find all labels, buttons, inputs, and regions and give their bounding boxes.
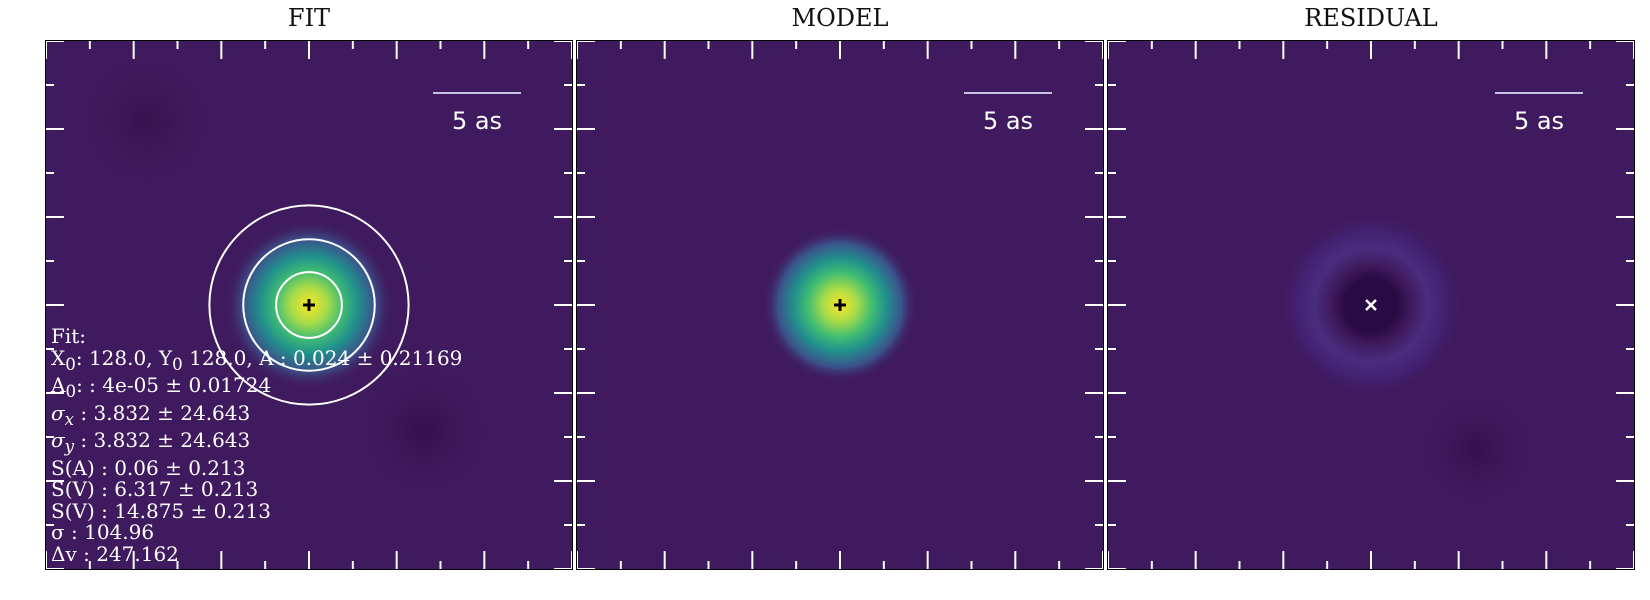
fit-sv1-line: S(V) : 6.317 ± 0.213 <box>51 477 259 501</box>
fit-scale-bar <box>433 92 521 94</box>
residual-center-marker <box>1365 299 1377 311</box>
fit-header: Fit: <box>51 324 87 348</box>
model-panel-title: MODEL <box>791 4 889 32</box>
contour-outer <box>208 204 410 406</box>
fit-sa-line: S(A) : 0.06 ± 0.213 <box>51 455 246 480</box>
fit-panel: 5 as Fit: X0: 128.0, Y0 128.0, A : 0.024… <box>45 40 573 570</box>
fit-a0-line: A0: : 4e-05 ± 0.01724 <box>51 373 272 401</box>
fit-scale-label: 5 as <box>451 107 503 135</box>
fit-info: Fit: X0: 128.0, Y0 128.0, A : 0.024 ± 0.… <box>51 324 463 566</box>
fit-sv2-line: S(V) : 14.875 ± 0.213 <box>51 498 271 523</box>
contour-inner <box>275 271 343 339</box>
model-scale-label: 5 as <box>982 107 1034 135</box>
model-image <box>577 41 1103 569</box>
residual-scale-label: 5 as <box>1513 107 1565 135</box>
residual-panel-title: RESIDUAL <box>1304 4 1438 32</box>
fit-sigma-y-line: σy : 3.832 ± 24.643 <box>51 428 251 456</box>
fit-dv-line: Δv : 247.162 <box>51 541 179 566</box>
fit-image <box>46 41 572 569</box>
model-scale-bar <box>964 92 1052 94</box>
contour-middle <box>242 238 376 372</box>
fit-panel-title: FIT <box>287 4 331 32</box>
fit-center-line: X0: 128.0, Y0 128.0, A : 0.024 ± 0.21169 <box>51 345 463 374</box>
residual-scale-bar <box>1495 92 1583 94</box>
fit-sigma-x-line: σx : 3.832 ± 24.643 <box>51 400 251 429</box>
fit-center-marker <box>303 299 315 311</box>
fit-contours <box>208 204 410 406</box>
residual-image <box>1108 41 1634 569</box>
model-center-marker <box>834 299 846 311</box>
fit-sigma-line: σ : 104.96 <box>51 520 155 544</box>
residual-panel: 5 as <box>1107 40 1635 570</box>
model-panel: 5 as <box>576 40 1104 570</box>
